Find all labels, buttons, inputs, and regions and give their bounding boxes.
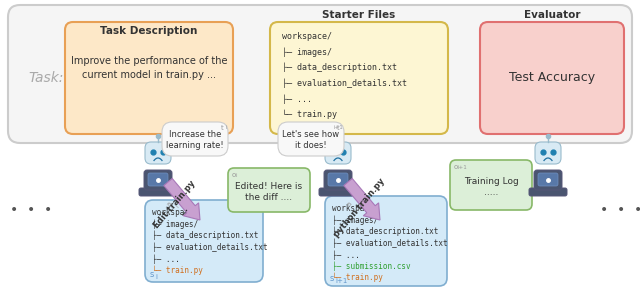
Text: i+1: i+1 [335,278,348,284]
Text: a: a [166,200,173,207]
Text: ├─ ...: ├─ ... [332,250,360,260]
FancyBboxPatch shape [65,22,233,134]
Text: ├─ images/: ├─ images/ [282,48,332,57]
FancyBboxPatch shape [228,168,310,212]
Text: └─ train.py: └─ train.py [332,273,383,282]
Text: •  •  •: • • • [10,203,52,217]
Text: Edited! Here is
the diff ....: Edited! Here is the diff .... [236,182,303,202]
FancyBboxPatch shape [270,22,448,134]
Text: t: t [337,125,340,131]
Text: ├─ data_description.txt: ├─ data_description.txt [332,227,438,237]
Text: ├─ ...: ├─ ... [282,94,312,104]
Text: Improve the performance of the
current model in train.py ...: Improve the performance of the current m… [71,56,227,80]
Text: Let's see how
it does!: Let's see how it does! [282,130,340,151]
Text: a: a [346,200,353,207]
Text: s: s [150,270,154,279]
FancyArrow shape [344,178,380,220]
Text: ├─ submission.csv: ├─ submission.csv [332,262,411,271]
FancyBboxPatch shape [148,173,168,186]
FancyBboxPatch shape [144,170,172,190]
Text: Task:: Task: [28,71,63,85]
FancyBboxPatch shape [139,188,177,196]
Text: i: i [175,205,180,209]
Text: workspace/: workspace/ [152,208,198,217]
FancyArrow shape [164,178,200,220]
FancyBboxPatch shape [450,160,532,210]
FancyBboxPatch shape [529,188,567,196]
Text: ├─ evaluation_details.txt: ├─ evaluation_details.txt [152,242,268,252]
Text: ├─ images/: ├─ images/ [332,215,378,225]
Text: ├─ evaluation_details.txt: ├─ evaluation_details.txt [282,79,407,88]
Text: i: i [155,274,157,280]
Text: Evaluator: Evaluator [524,10,580,20]
FancyBboxPatch shape [480,22,624,134]
FancyBboxPatch shape [534,170,562,190]
FancyBboxPatch shape [538,173,558,186]
Text: i+1: i+1 [333,125,343,130]
Text: workspace/: workspace/ [282,32,332,41]
Text: └─ train.py: └─ train.py [282,110,337,119]
Text: ├─ evaluation_details.txt: ├─ evaluation_details.txt [332,238,447,248]
FancyBboxPatch shape [328,173,348,186]
Text: s: s [330,274,334,283]
Text: i+1: i+1 [355,202,365,212]
Text: i: i [225,125,227,130]
Text: └─ train.py: └─ train.py [152,266,203,275]
FancyBboxPatch shape [145,200,263,282]
Text: python train.py: python train.py [332,177,387,239]
FancyBboxPatch shape [319,188,357,196]
Text: Test Accuracy: Test Accuracy [509,72,595,84]
Text: t: t [221,125,224,131]
Text: o: o [454,164,458,170]
Text: o: o [232,172,236,178]
FancyBboxPatch shape [8,5,632,143]
Text: ├─ data_description.txt: ├─ data_description.txt [152,231,259,240]
Text: workspace/: workspace/ [332,204,378,213]
Text: Starter Files: Starter Files [323,10,396,20]
Text: ├─ ...: ├─ ... [152,254,180,264]
FancyBboxPatch shape [535,142,561,164]
Text: Edit train.py
...: Edit train.py ... [152,179,205,237]
FancyBboxPatch shape [324,170,352,190]
FancyBboxPatch shape [325,196,447,286]
FancyBboxPatch shape [162,122,228,156]
FancyBboxPatch shape [145,142,171,164]
Text: Task Description: Task Description [100,26,198,36]
Text: ├─ data_description.txt: ├─ data_description.txt [282,63,397,72]
Text: i+1: i+1 [458,165,468,170]
Text: •  •  •: • • • [600,203,640,217]
Text: Training Log
.....: Training Log ..... [463,177,518,197]
FancyBboxPatch shape [278,122,344,156]
Text: Increase the
learning rate!: Increase the learning rate! [166,130,224,151]
Text: ├─ images/: ├─ images/ [152,220,198,229]
Text: i: i [236,173,237,178]
FancyBboxPatch shape [325,142,351,164]
